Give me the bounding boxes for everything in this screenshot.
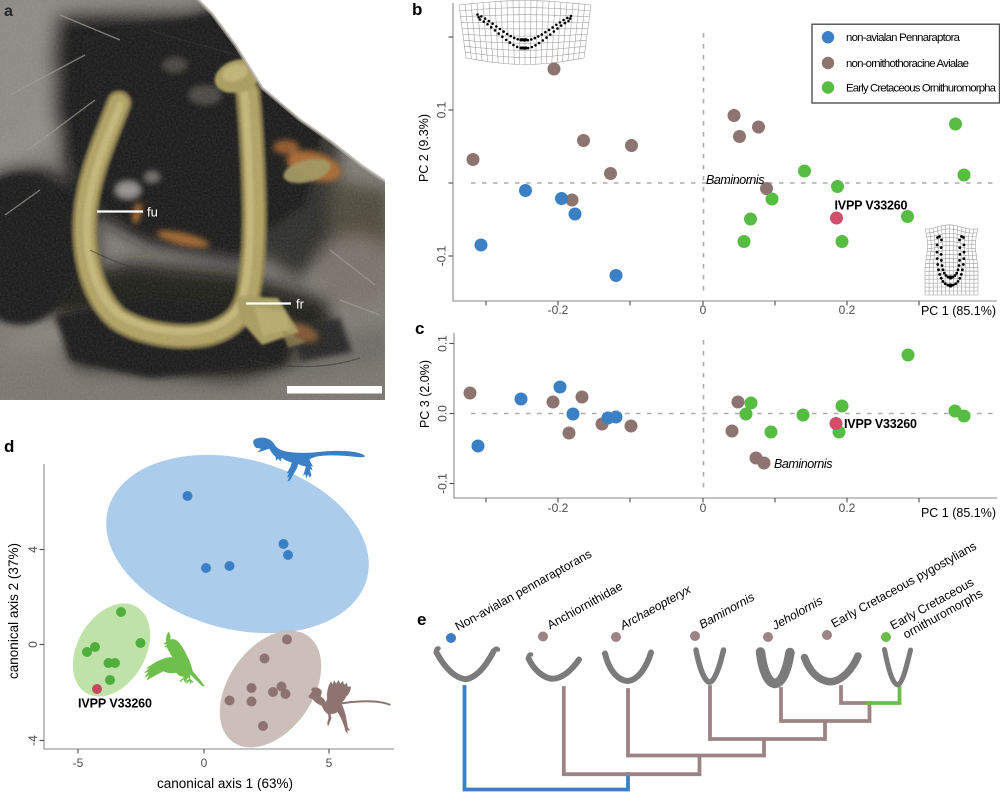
svg-text:0.2: 0.2 (839, 303, 856, 317)
svg-text:Baminornis: Baminornis (706, 173, 765, 187)
svg-text:c: c (415, 319, 424, 338)
svg-text:-5: -5 (73, 756, 84, 770)
svg-text:IVPP V33260: IVPP V33260 (844, 417, 917, 431)
svg-text:PC 1 (85.1%): PC 1 (85.1%) (921, 304, 996, 318)
svg-text:Early Cretaceous Ornithuromorp: Early Cretaceous Ornithuromorpha (846, 83, 997, 95)
svg-text:-0.1: -0.1 (435, 245, 449, 266)
svg-text:IVPP V33260: IVPP V33260 (78, 697, 152, 711)
svg-text:0: 0 (26, 641, 40, 648)
svg-text:0.0: 0.0 (436, 405, 450, 422)
svg-text:e: e (417, 610, 426, 629)
svg-text:-0.1: -0.1 (436, 473, 450, 494)
svg-text:0.1: 0.1 (435, 101, 449, 118)
svg-text:Baminornis: Baminornis (774, 457, 833, 471)
svg-text:canonical axis 1 (63%): canonical axis 1 (63%) (157, 776, 293, 791)
svg-text:0.2: 0.2 (839, 501, 856, 515)
svg-text:0.1: 0.1 (436, 335, 450, 352)
svg-text:non-ornithothoracine Avialae: non-ornithothoracine Avialae (846, 58, 969, 70)
svg-text:-0.2: -0.2 (548, 501, 569, 515)
svg-text:PC 2 (9.3%): PC 2 (9.3%) (417, 114, 431, 182)
svg-text:-0.2: -0.2 (548, 303, 569, 317)
svg-text:5: 5 (326, 756, 333, 770)
svg-text:0: 0 (700, 303, 707, 317)
svg-text:non-avialan Pennaraptora: non-avialan Pennaraptora (846, 32, 961, 44)
svg-text:PC 3 (2.0%): PC 3 (2.0%) (418, 360, 432, 428)
svg-text:d: d (4, 437, 14, 456)
svg-text:b: b (412, 0, 422, 19)
svg-text:fu: fu (147, 205, 158, 220)
svg-text:0: 0 (201, 756, 208, 770)
svg-text:canonical axis 2 (37%): canonical axis 2 (37%) (6, 543, 21, 679)
svg-text:PC 1 (85.1%): PC 1 (85.1%) (921, 506, 996, 520)
svg-text:0: 0 (700, 501, 707, 515)
svg-text:4: 4 (26, 546, 40, 553)
svg-text:IVPP V33260: IVPP V33260 (835, 199, 908, 213)
svg-text:a: a (4, 3, 13, 20)
svg-text:-4: -4 (26, 735, 40, 746)
svg-text:fr: fr (296, 297, 305, 312)
